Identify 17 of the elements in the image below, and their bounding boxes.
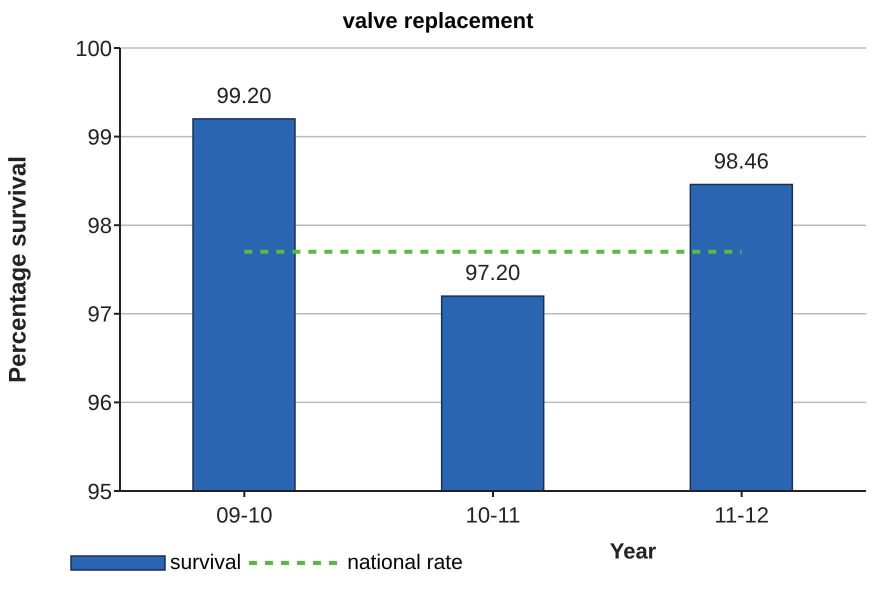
- x-tick-label: 11-12: [714, 502, 769, 528]
- y-axis-title: Percentage survival: [4, 156, 32, 383]
- x-tick-label: 10-11: [466, 502, 520, 528]
- y-tick-label: 95: [88, 478, 112, 504]
- y-tick-label: 96: [88, 390, 112, 416]
- data-label: 97.20: [465, 260, 520, 286]
- y-tick-label: 98: [88, 213, 112, 238]
- data-label: 98.46: [714, 148, 769, 174]
- x-axis-title: Year: [610, 538, 657, 564]
- legend-label: survival: [170, 551, 242, 575]
- x-tick-label: 09-10: [216, 502, 272, 528]
- y-tick-label: 99: [88, 124, 112, 150]
- y-tick-label: 100: [75, 36, 112, 61]
- data-label: 99.20: [216, 82, 272, 108]
- y-tick-label: 97: [88, 302, 112, 327]
- legend-label: national rate: [347, 551, 463, 575]
- chart-title: valve replacement: [342, 8, 534, 34]
